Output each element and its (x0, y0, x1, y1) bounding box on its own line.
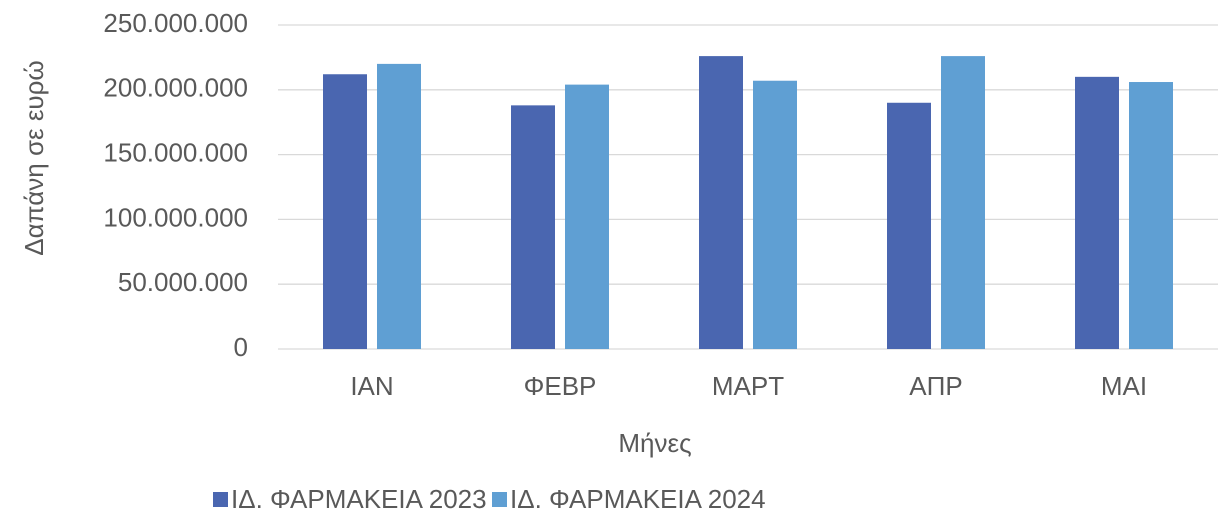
x-tick-label: ΦΕΒΡ (524, 371, 597, 401)
y-tick-label: 0 (234, 332, 248, 362)
x-tick-label: ΜΑΡΤ (712, 371, 784, 401)
bar (753, 80, 797, 349)
bar (1075, 76, 1119, 349)
legend-label: ΙΔ. ΦΑΡΜΑΚΕΙΑ 2024 (510, 484, 766, 514)
y-tick-label: 250.000.000 (103, 8, 248, 38)
bar (941, 56, 985, 349)
y-tick-label: 150.000.000 (103, 137, 248, 167)
x-tick-label: ΙΑΝ (350, 371, 393, 401)
x-axis-title: Μήνες (618, 428, 691, 458)
bar (887, 102, 931, 349)
bar (1129, 82, 1173, 350)
legend-label: ΙΔ. ΦΑΡΜΑΚΕΙΑ 2023 (231, 484, 487, 514)
x-tick-label: ΑΠΡ (909, 371, 962, 401)
x-tick-label: ΜΑΙ (1101, 371, 1147, 401)
bar (323, 74, 367, 350)
y-axis-title: Δαπάνη σε ευρώ (19, 60, 49, 255)
legend-swatch (492, 492, 507, 507)
bar (511, 105, 555, 350)
bar (699, 56, 743, 349)
y-tick-label: 50.000.000 (118, 267, 248, 297)
bar (565, 84, 609, 349)
legend-swatch (213, 492, 228, 507)
y-tick-label: 200.000.000 (103, 73, 248, 103)
y-tick-label: 100.000.000 (103, 202, 248, 232)
bar (377, 63, 421, 349)
